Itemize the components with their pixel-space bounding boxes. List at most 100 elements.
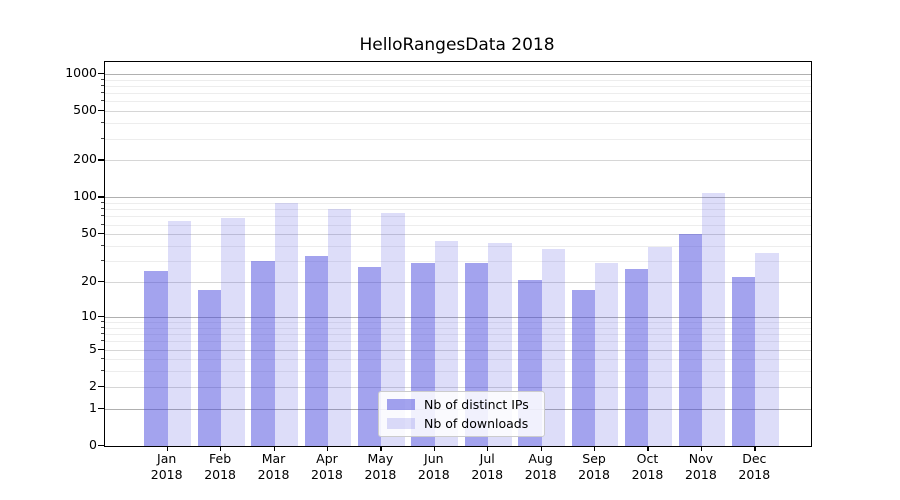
y-minor-tick-mark	[100, 122, 104, 124]
x-tick-month: Jun	[424, 451, 444, 466]
gridline-minor-y700	[105, 93, 811, 95]
bar-distinct-ips-nov	[678, 234, 702, 446]
y-tick-mark	[98, 72, 104, 75]
y-minor-tick-mark	[100, 215, 104, 217]
y-minor-tick-mark	[100, 340, 104, 342]
y-tick-label-0: 0	[89, 437, 97, 452]
x-tick-month: May	[367, 451, 394, 466]
bar-downloads-aug	[541, 248, 566, 446]
bar-downloads-dec	[755, 253, 779, 446]
legend-row-distinct-ips: Nb of distinct IPs	[387, 397, 536, 412]
x-tick-label-apr: Apr 2018	[300, 451, 354, 482]
x-tick-month: Aug	[528, 451, 553, 466]
legend-row-downloads: Nb of downloads	[387, 416, 536, 431]
bar-distinct-ips-sep	[571, 290, 596, 446]
x-tick-label-jun: Jun 2018	[407, 451, 461, 482]
gridline-y200	[105, 160, 811, 162]
gridline-minor-y6	[105, 341, 811, 343]
x-tick-year: 2018	[257, 466, 290, 482]
y-tick-label-1000: 1000	[65, 64, 97, 80]
gridline-minor-y8	[105, 327, 811, 329]
x-tick-mark-jul	[487, 446, 489, 451]
legend-swatch-distinct-ips	[387, 399, 415, 411]
x-tick-year: 2018	[364, 466, 397, 482]
bar-distinct-ips-mar	[251, 261, 275, 446]
y-minor-tick-mark	[100, 137, 104, 139]
x-tick-year: 2018	[417, 466, 450, 482]
x-tick-month: Jul	[479, 451, 495, 466]
x-tick-year: 2018	[738, 466, 771, 482]
y-tick-mark	[98, 445, 104, 447]
gridline-y100	[105, 197, 811, 199]
x-tick-mark-dec	[754, 446, 756, 451]
y-tick-label-5: 5	[89, 340, 97, 356]
x-tick-label-mar: Mar 2018	[247, 451, 301, 482]
y-minor-tick-mark	[100, 92, 104, 94]
x-tick-mark-nov	[700, 446, 703, 451]
x-tick-mark-oct	[647, 446, 649, 451]
bar-downloads-apr	[327, 209, 352, 446]
x-tick-mark-feb	[220, 446, 222, 451]
x-tick-month: Oct	[636, 451, 659, 466]
legend-swatch-downloads	[387, 417, 415, 429]
gridline-minor-y30	[105, 261, 811, 263]
y-minor-tick-mark	[100, 208, 104, 210]
gridline-minor-y9	[105, 322, 811, 323]
bar-distinct-ips-oct	[625, 268, 649, 446]
y-minor-tick-mark	[100, 223, 104, 225]
bar-distinct-ips-apr	[304, 256, 328, 446]
x-tick-label-jul: Jul 2018	[460, 451, 514, 482]
gridline-y1000	[105, 73, 811, 75]
legend-label-distinct-ips: Nb of distinct IPs	[424, 397, 529, 413]
gridline-minor-y300	[105, 138, 811, 140]
legend-label-downloads: Nb of downloads	[424, 415, 529, 431]
x-tick-mark-may	[380, 446, 382, 451]
x-tick-label-oct: Oct 2018	[620, 451, 674, 482]
y-tick-mark	[98, 233, 104, 235]
y-minor-tick-mark	[100, 333, 104, 335]
bar-distinct-ips-feb	[197, 290, 222, 446]
gridline-minor-y400	[105, 123, 811, 125]
gridline-minor-y80	[105, 209, 811, 211]
x-tick-year: 2018	[684, 466, 717, 482]
x-tick-mark-aug	[540, 446, 542, 451]
gridline-y500	[105, 111, 811, 113]
y-tick-label-500: 500	[73, 102, 97, 118]
x-tick-month: Feb	[209, 451, 232, 466]
x-tick-label-dec: Dec 2018	[727, 451, 781, 482]
gridline-y2	[105, 386, 811, 388]
x-tick-month: Nov	[688, 451, 714, 466]
gridline-minor-y60	[105, 224, 811, 226]
y-minor-tick-mark	[100, 326, 104, 328]
x-tick-month: Apr	[316, 451, 338, 466]
gridline-y50	[105, 234, 811, 236]
x-tick-year: 2018	[578, 466, 610, 482]
y-tick-mark	[98, 110, 104, 112]
y-tick-label-20: 20	[81, 273, 97, 289]
y-minor-tick-mark	[100, 100, 104, 102]
y-tick-mark	[98, 407, 104, 409]
bar-downloads-may	[381, 212, 405, 446]
y-minor-tick-mark	[100, 245, 104, 246]
x-tick-year: 2018	[204, 466, 237, 482]
y-tick-mark	[98, 315, 104, 318]
x-tick-mark-apr	[326, 446, 329, 451]
x-tick-mark-jan	[166, 446, 168, 451]
bar-distinct-ips-may	[357, 266, 382, 446]
gridline-minor-y800	[105, 85, 811, 87]
x-tick-year: 2018	[524, 466, 557, 482]
y-tick-mark	[98, 385, 104, 388]
x-tick-year: 2018	[631, 466, 664, 482]
y-tick-mark	[98, 348, 104, 350]
x-tick-mark-mar	[273, 446, 275, 451]
y-minor-tick-mark	[100, 78, 104, 80]
x-tick-month: Dec	[742, 451, 767, 466]
bar-distinct-ips-dec	[731, 277, 756, 446]
x-tick-month: Sep	[582, 451, 606, 466]
plot-area	[104, 61, 812, 447]
gridline-y20	[105, 282, 811, 284]
bar-downloads-jan	[167, 221, 192, 446]
x-tick-label-sep: Sep 2018	[567, 451, 621, 482]
gridline-minor-y3	[105, 371, 811, 373]
y-tick-label-1: 1	[89, 399, 97, 415]
